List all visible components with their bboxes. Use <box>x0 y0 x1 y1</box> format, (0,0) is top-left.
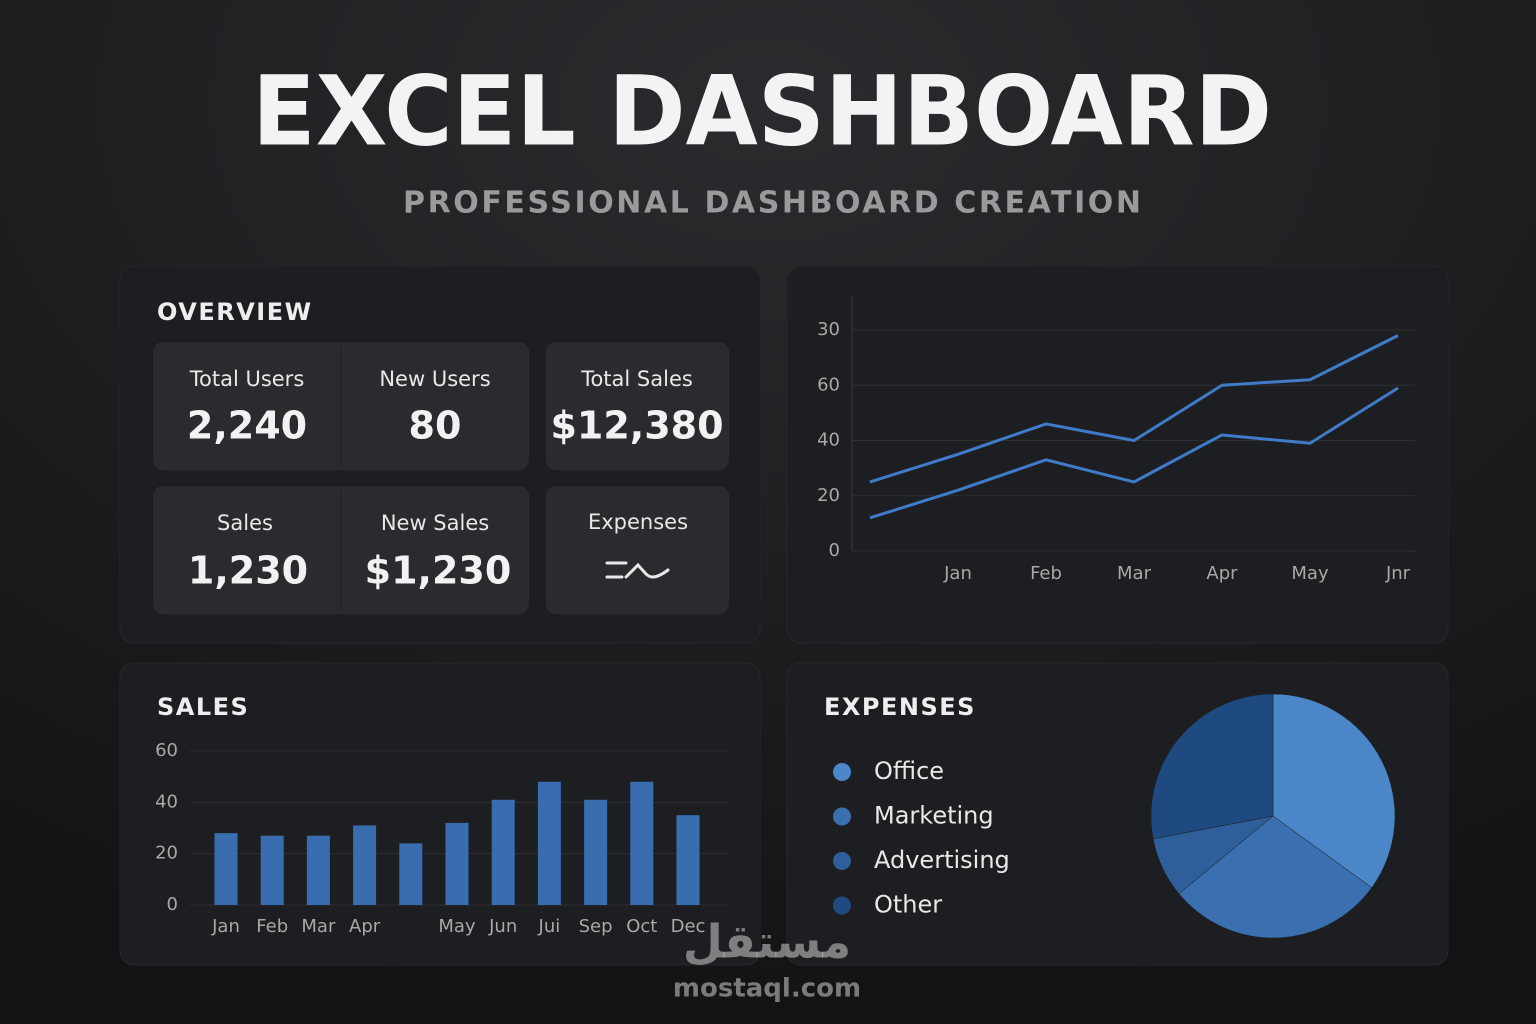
x-tick-label: Jan <box>211 916 240 937</box>
bar <box>214 833 238 905</box>
y-tick-label: 0 <box>829 540 840 561</box>
chart-title: EXPENSES <box>824 693 976 721</box>
x-tick-label: May <box>1291 563 1329 584</box>
bar <box>537 781 561 905</box>
x-tick-label: Feb <box>1030 563 1062 584</box>
x-tick-label: Jnr <box>1385 563 1411 584</box>
card-label: Total Sales <box>580 367 693 391</box>
line-series <box>869 334 1399 484</box>
x-tick-label: Apr <box>349 916 381 937</box>
bar <box>260 835 284 905</box>
x-tick-label: Apr <box>1206 563 1238 584</box>
y-tick-label: 60 <box>155 740 178 761</box>
y-tick-label: 40 <box>155 791 178 812</box>
x-tick-label: Mar <box>301 916 336 937</box>
x-tick-label: Dec <box>671 916 706 937</box>
y-tick-label: 20 <box>155 843 178 864</box>
bar <box>630 781 654 905</box>
expenses-icon <box>605 561 670 579</box>
bar <box>445 822 469 905</box>
card-label: Expenses <box>588 510 688 534</box>
bar <box>353 825 377 905</box>
bar <box>584 799 608 905</box>
x-tick-label: Oct <box>626 916 657 937</box>
chart-title: SALES <box>157 693 249 721</box>
card-value: $1,230 <box>365 549 512 593</box>
card-value: 80 <box>409 404 462 448</box>
y-tick-label: 20 <box>817 485 840 506</box>
legend-label: Marketing <box>874 802 994 830</box>
card <box>546 486 729 614</box>
x-tick-label: Feb <box>256 916 288 937</box>
legend-label: Office <box>874 757 944 785</box>
x-tick-label: Mar <box>1117 563 1152 584</box>
x-tick-label: Jui <box>538 916 561 937</box>
bar <box>676 815 700 905</box>
legend-marker <box>833 896 851 915</box>
bar <box>306 835 330 905</box>
legend-marker <box>833 807 851 826</box>
watermark-logo: مستقل <box>683 915 851 969</box>
pie-slice <box>1150 693 1274 840</box>
card <box>546 342 729 470</box>
card-value: $12,380 <box>550 404 723 448</box>
x-tick-label: Jun <box>488 916 517 937</box>
card-value: 2,240 <box>187 404 307 448</box>
watermark-url: mostaql.com <box>673 974 861 1004</box>
card-label: New Sales <box>381 511 489 535</box>
x-tick-label: Sep <box>579 916 613 937</box>
card-label: New Users <box>379 367 490 391</box>
card-label: Total Users <box>189 367 305 391</box>
legend-marker <box>833 763 851 781</box>
x-tick-label: Jan <box>943 563 972 584</box>
legend-label: Other <box>874 891 942 919</box>
y-tick-label: 60 <box>817 374 840 395</box>
legend-label: Advertising <box>874 846 1010 874</box>
y-tick-label: 0 <box>167 894 178 915</box>
legend-marker <box>833 852 851 870</box>
bar <box>399 843 423 905</box>
card-label: Sales <box>217 511 273 535</box>
y-tick-label: 40 <box>817 430 840 451</box>
line-panel <box>786 265 1449 644</box>
page-subtitle: PROFESSIONAL DASHBOARD CREATION <box>403 186 1141 221</box>
overview-title: OVERVIEW <box>157 298 313 326</box>
pie-slice <box>1272 693 1396 889</box>
y-tick-label: 30 <box>817 319 840 340</box>
card-value: 1,230 <box>188 549 308 593</box>
line-series <box>869 386 1399 520</box>
pie-slice <box>1178 815 1373 939</box>
x-tick-label: May <box>438 916 476 937</box>
page-title: EXCEL DASHBOARD <box>252 55 1272 167</box>
bar <box>491 799 515 905</box>
